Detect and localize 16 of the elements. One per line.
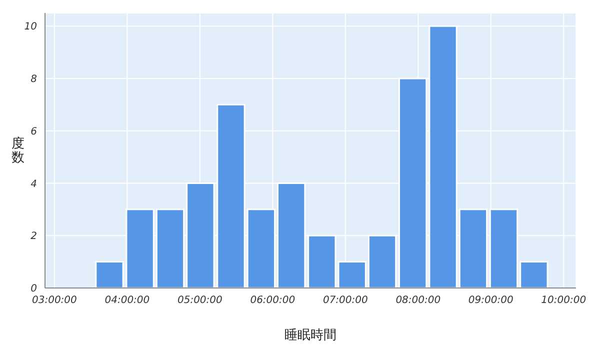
y-tick-label: 6 — [30, 126, 37, 138]
y-axis-title: 度数 — [12, 135, 24, 165]
y-tick-label: 10 — [24, 22, 37, 33]
x-tick-label: 08:00:00 — [396, 295, 441, 306]
x-tick-label: 05:00:00 — [177, 295, 222, 306]
x-tick-label: 06:00:00 — [250, 295, 296, 306]
x-tick-label: 10:00:00 — [541, 295, 586, 306]
x-tick-label: 09:00:00 — [468, 295, 514, 306]
y-tick-label: 8 — [30, 74, 37, 86]
y-tick-label: 0 — [30, 284, 37, 295]
x-tick-label: 04:00:00 — [104, 295, 150, 306]
y-tick-label: 4 — [30, 178, 37, 190]
y-tick-label: 2 — [30, 231, 37, 242]
x-tick-label: 03:00:00 — [32, 295, 77, 306]
x-tick-label: 07:00:00 — [322, 295, 368, 306]
x-axis-title: 睡眠時間 — [284, 328, 336, 343]
